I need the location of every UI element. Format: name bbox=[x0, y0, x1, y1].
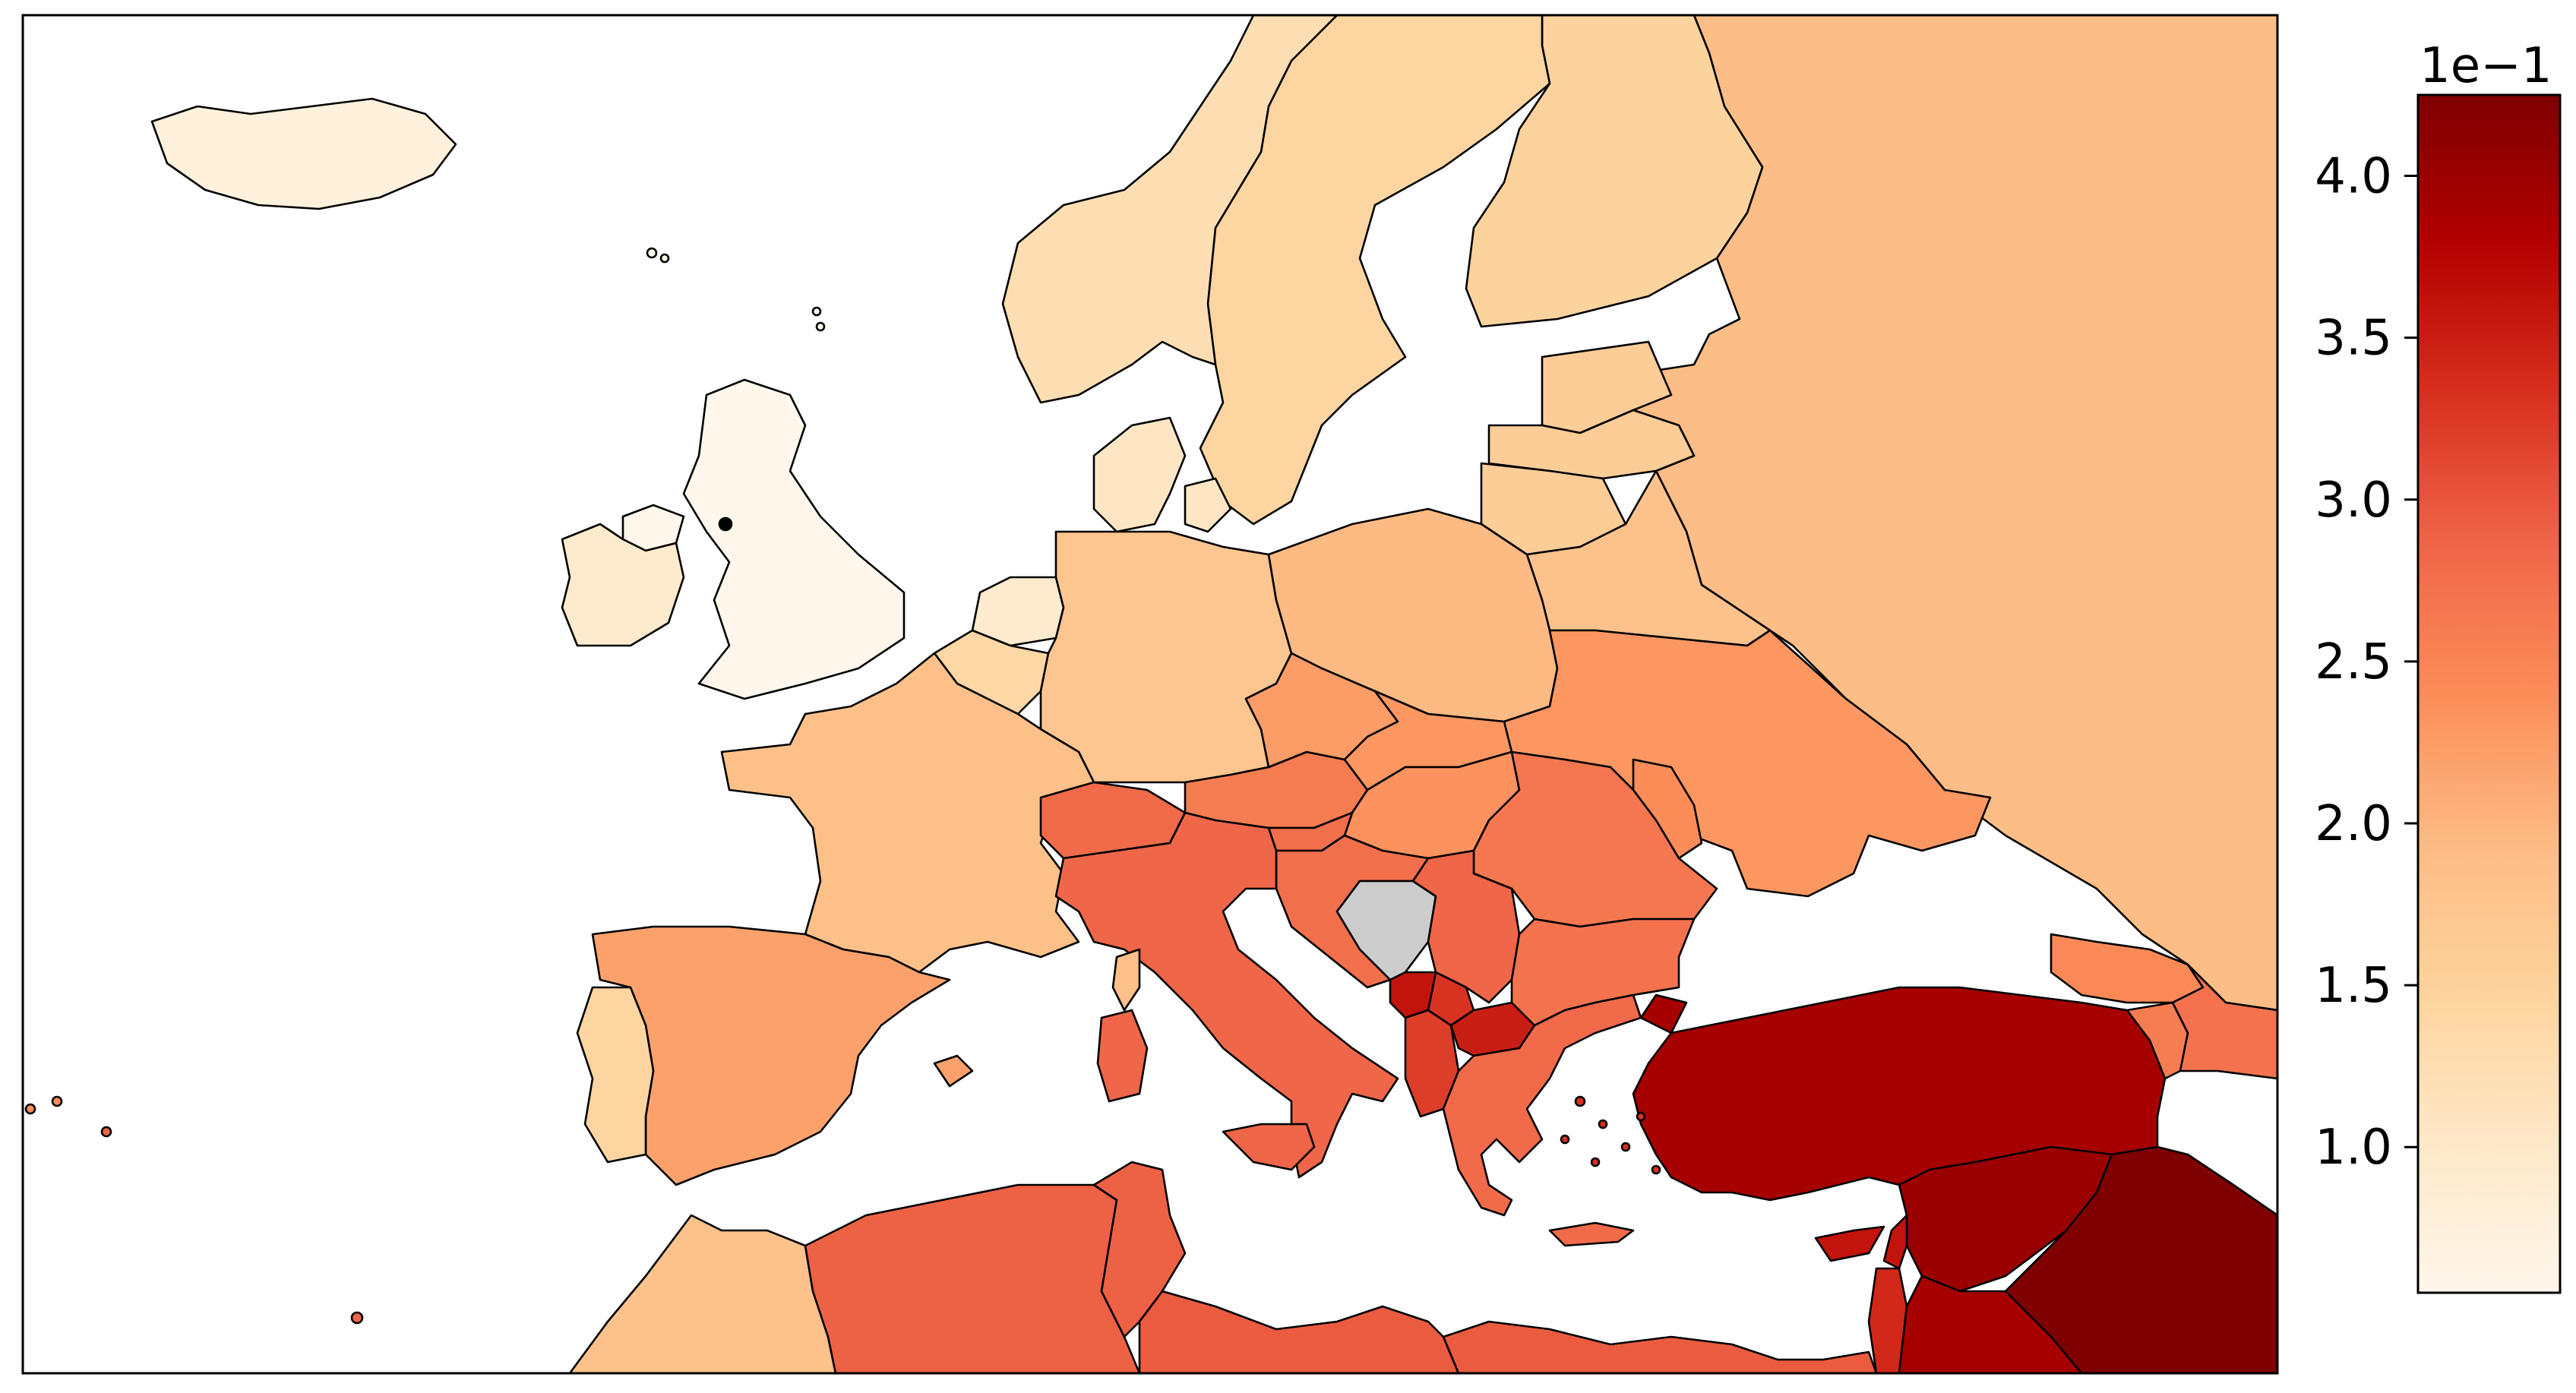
country-jordan bbox=[1898, 1275, 2083, 1373]
colorbar-tick-label: 1.5 bbox=[2315, 958, 2392, 1014]
country-italy bbox=[1054, 811, 1399, 1179]
country-norway bbox=[1001, 15, 1339, 404]
colorbar-tick-label: 3.0 bbox=[2315, 472, 2392, 529]
country-iraq bbox=[2004, 1145, 2277, 1373]
colorbar-exponent-label: 1e−1 bbox=[2420, 38, 2552, 94]
country-germany bbox=[1039, 530, 1293, 784]
small-islands bbox=[24, 247, 826, 1325]
colorbar: 1.0 1.5 2.0 2.5 3.0 3.5 4.0 1e−1 bbox=[2315, 38, 2562, 1294]
colorbar-tick-label: 2.5 bbox=[2315, 634, 2392, 690]
country-cyprus bbox=[1814, 1225, 1885, 1262]
country-france-corsica bbox=[1111, 948, 1141, 1012]
country-turkey bbox=[1639, 993, 1688, 1034]
country-iceland bbox=[150, 97, 457, 210]
country-united-kingdom bbox=[682, 378, 906, 700]
country-egypt bbox=[1442, 1320, 1878, 1373]
map-frame bbox=[21, 14, 2279, 1375]
europe-map bbox=[23, 15, 2277, 1373]
country-italy-sicily bbox=[1222, 1123, 1316, 1171]
country-ireland bbox=[561, 523, 685, 647]
country-denmark bbox=[1092, 416, 1187, 533]
colorbar-gradient bbox=[2416, 93, 2562, 1294]
aegean-islands bbox=[1560, 1095, 1661, 1175]
country-france bbox=[720, 652, 1095, 974]
colorbar-tick-label: 2.0 bbox=[2315, 796, 2392, 852]
country-libya bbox=[1138, 1290, 1460, 1373]
country-bulgaria bbox=[1510, 918, 1696, 1027]
colorbar-tick-label: 4.0 bbox=[2315, 149, 2392, 205]
country-azerbaijan bbox=[2171, 963, 2277, 1080]
country-greece bbox=[1442, 993, 1642, 1217]
country-portugal bbox=[576, 986, 655, 1164]
country-denmark-zealand bbox=[1184, 477, 1232, 533]
country-serbia bbox=[1411, 849, 1521, 1004]
colorbar-tick-label: 1.0 bbox=[2315, 1120, 2392, 1176]
country-israel bbox=[1867, 1267, 1908, 1373]
country-greece-crete bbox=[1548, 1221, 1635, 1247]
colorbar-tick-label: 3.5 bbox=[2315, 311, 2392, 367]
colorbar-ticks: 1.0 1.5 2.0 2.5 3.0 3.5 4.0 bbox=[2315, 149, 2418, 1176]
country-italy-sardinia bbox=[1096, 1009, 1149, 1103]
country-spain-balearics bbox=[933, 1054, 974, 1088]
country-lebanon bbox=[1882, 1214, 1908, 1270]
country-finland bbox=[1465, 15, 1764, 328]
